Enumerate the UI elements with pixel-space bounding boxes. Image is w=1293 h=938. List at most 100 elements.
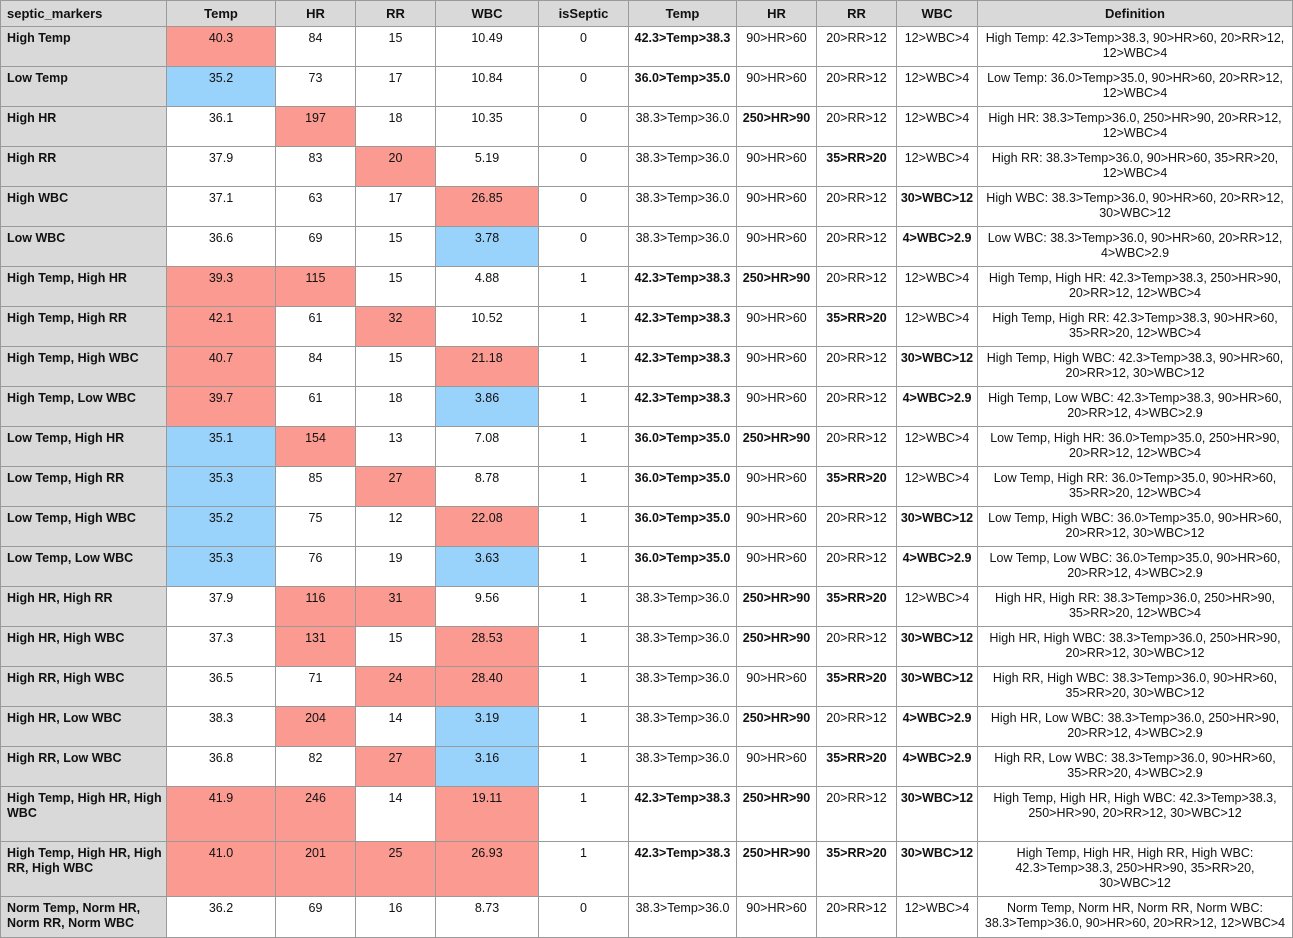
- table-cell-hr[interactable]: 204: [275, 706, 356, 747]
- table-cell-rWbc[interactable]: 12>WBC>4: [896, 66, 978, 107]
- table-cell-def[interactable]: High HR, High WBC: 38.3>Temp>36.0, 250>H…: [977, 626, 1293, 667]
- table-cell-rRr[interactable]: 35>RR>20: [816, 746, 897, 787]
- table-cell-hr[interactable]: 61: [275, 306, 356, 347]
- table-cell-temp[interactable]: 36.8: [166, 746, 276, 787]
- row-label-cell[interactable]: High Temp: [0, 26, 167, 67]
- table-cell-rr[interactable]: 13: [355, 426, 436, 467]
- table-cell-septic[interactable]: 0: [538, 226, 629, 267]
- column-header[interactable]: RR: [355, 0, 436, 27]
- table-cell-def[interactable]: High WBC: 38.3>Temp>36.0, 90>HR>60, 20>R…: [977, 186, 1293, 227]
- table-cell-rHr[interactable]: 250>HR>90: [736, 626, 817, 667]
- table-cell-rr[interactable]: 15: [355, 226, 436, 267]
- row-label-cell[interactable]: High WBC: [0, 186, 167, 227]
- table-cell-rTemp[interactable]: 38.3>Temp>36.0: [628, 896, 737, 938]
- table-cell-wbc[interactable]: 3.19: [435, 706, 539, 747]
- table-cell-rHr[interactable]: 90>HR>60: [736, 26, 817, 67]
- table-cell-hr[interactable]: 82: [275, 746, 356, 787]
- table-cell-rWbc[interactable]: 4>WBC>2.9: [896, 226, 978, 267]
- row-label-cell[interactable]: High Temp, High HR: [0, 266, 167, 307]
- table-cell-rRr[interactable]: 20>RR>12: [816, 896, 897, 938]
- table-cell-rHr[interactable]: 90>HR>60: [736, 226, 817, 267]
- table-cell-septic[interactable]: 0: [538, 106, 629, 147]
- table-cell-wbc[interactable]: 22.08: [435, 506, 539, 547]
- table-cell-hr[interactable]: 115: [275, 266, 356, 307]
- row-label-cell[interactable]: High Temp, Low WBC: [0, 386, 167, 427]
- table-cell-hr[interactable]: 61: [275, 386, 356, 427]
- table-cell-temp[interactable]: 37.1: [166, 186, 276, 227]
- table-cell-rRr[interactable]: 20>RR>12: [816, 386, 897, 427]
- row-label-cell[interactable]: High RR, Low WBC: [0, 746, 167, 787]
- table-cell-def[interactable]: Low Temp, High RR: 36.0>Temp>35.0, 90>HR…: [977, 466, 1293, 507]
- table-cell-def[interactable]: Low Temp, Low WBC: 36.0>Temp>35.0, 90>HR…: [977, 546, 1293, 587]
- table-cell-rr[interactable]: 15: [355, 346, 436, 387]
- table-cell-temp[interactable]: 39.7: [166, 386, 276, 427]
- table-cell-rHr[interactable]: 250>HR>90: [736, 106, 817, 147]
- table-cell-wbc[interactable]: 3.63: [435, 546, 539, 587]
- table-cell-rWbc[interactable]: 30>WBC>12: [896, 506, 978, 547]
- table-cell-septic[interactable]: 0: [538, 66, 629, 107]
- table-cell-def[interactable]: High Temp, Low WBC: 42.3>Temp>38.3, 90>H…: [977, 386, 1293, 427]
- table-cell-rHr[interactable]: 250>HR>90: [736, 706, 817, 747]
- table-cell-def[interactable]: Low WBC: 38.3>Temp>36.0, 90>HR>60, 20>RR…: [977, 226, 1293, 267]
- table-cell-rTemp[interactable]: 42.3>Temp>38.3: [628, 266, 737, 307]
- table-cell-def[interactable]: High Temp, High HR: 42.3>Temp>38.3, 250>…: [977, 266, 1293, 307]
- table-cell-rr[interactable]: 17: [355, 186, 436, 227]
- table-cell-rTemp[interactable]: 36.0>Temp>35.0: [628, 426, 737, 467]
- table-cell-rTemp[interactable]: 38.3>Temp>36.0: [628, 106, 737, 147]
- table-cell-septic[interactable]: 1: [538, 626, 629, 667]
- table-cell-hr[interactable]: 85: [275, 466, 356, 507]
- table-cell-temp[interactable]: 35.3: [166, 466, 276, 507]
- row-label-cell[interactable]: Norm Temp, Norm HR, Norm RR, Norm WBC: [0, 896, 167, 938]
- table-cell-wbc[interactable]: 7.08: [435, 426, 539, 467]
- row-label-cell[interactable]: High HR, High RR: [0, 586, 167, 627]
- table-cell-temp[interactable]: 40.3: [166, 26, 276, 67]
- column-header[interactable]: isSeptic: [538, 0, 629, 27]
- table-cell-rr[interactable]: 15: [355, 626, 436, 667]
- table-cell-rr[interactable]: 31: [355, 586, 436, 627]
- table-cell-septic[interactable]: 1: [538, 426, 629, 467]
- table-cell-rHr[interactable]: 90>HR>60: [736, 386, 817, 427]
- table-cell-septic[interactable]: 1: [538, 666, 629, 707]
- table-cell-temp[interactable]: 36.1: [166, 106, 276, 147]
- table-cell-rWbc[interactable]: 4>WBC>2.9: [896, 386, 978, 427]
- table-cell-hr[interactable]: 197: [275, 106, 356, 147]
- table-cell-def[interactable]: High Temp, High WBC: 42.3>Temp>38.3, 90>…: [977, 346, 1293, 387]
- table-cell-rr[interactable]: 16: [355, 896, 436, 938]
- table-cell-rTemp[interactable]: 42.3>Temp>38.3: [628, 786, 737, 842]
- table-cell-rRr[interactable]: 20>RR>12: [816, 226, 897, 267]
- table-cell-wbc[interactable]: 10.35: [435, 106, 539, 147]
- table-cell-rRr[interactable]: 20>RR>12: [816, 346, 897, 387]
- table-cell-rRr[interactable]: 20>RR>12: [816, 26, 897, 67]
- table-cell-def[interactable]: High Temp, High HR, High WBC: 42.3>Temp>…: [977, 786, 1293, 842]
- table-cell-rr[interactable]: 15: [355, 266, 436, 307]
- table-cell-rr[interactable]: 18: [355, 106, 436, 147]
- table-cell-def[interactable]: High Temp, High RR: 42.3>Temp>38.3, 90>H…: [977, 306, 1293, 347]
- table-cell-hr[interactable]: 84: [275, 26, 356, 67]
- table-cell-rTemp[interactable]: 42.3>Temp>38.3: [628, 346, 737, 387]
- table-cell-def[interactable]: Norm Temp, Norm HR, Norm RR, Norm WBC: 3…: [977, 896, 1293, 938]
- table-cell-temp[interactable]: 35.2: [166, 66, 276, 107]
- table-cell-rTemp[interactable]: 36.0>Temp>35.0: [628, 546, 737, 587]
- table-cell-temp[interactable]: 41.0: [166, 841, 276, 897]
- table-cell-rWbc[interactable]: 12>WBC>4: [896, 426, 978, 467]
- table-cell-rRr[interactable]: 20>RR>12: [816, 706, 897, 747]
- table-cell-wbc[interactable]: 28.53: [435, 626, 539, 667]
- table-cell-rRr[interactable]: 20>RR>12: [816, 506, 897, 547]
- table-cell-rTemp[interactable]: 36.0>Temp>35.0: [628, 506, 737, 547]
- table-cell-rWbc[interactable]: 12>WBC>4: [896, 26, 978, 67]
- row-label-cell[interactable]: High RR: [0, 146, 167, 187]
- table-cell-septic[interactable]: 1: [538, 746, 629, 787]
- table-cell-def[interactable]: High HR: 38.3>Temp>36.0, 250>HR>90, 20>R…: [977, 106, 1293, 147]
- table-cell-wbc[interactable]: 26.85: [435, 186, 539, 227]
- table-cell-rWbc[interactable]: 30>WBC>12: [896, 346, 978, 387]
- row-label-cell[interactable]: High HR, Low WBC: [0, 706, 167, 747]
- table-cell-def[interactable]: High RR: 38.3>Temp>36.0, 90>HR>60, 35>RR…: [977, 146, 1293, 187]
- table-cell-rTemp[interactable]: 38.3>Temp>36.0: [628, 746, 737, 787]
- table-cell-hr[interactable]: 131: [275, 626, 356, 667]
- column-header[interactable]: Temp: [166, 0, 276, 27]
- table-cell-temp[interactable]: 40.7: [166, 346, 276, 387]
- row-label-cell[interactable]: High HR: [0, 106, 167, 147]
- table-cell-rr[interactable]: 27: [355, 746, 436, 787]
- column-header[interactable]: RR: [816, 0, 897, 27]
- table-cell-temp[interactable]: 35.1: [166, 426, 276, 467]
